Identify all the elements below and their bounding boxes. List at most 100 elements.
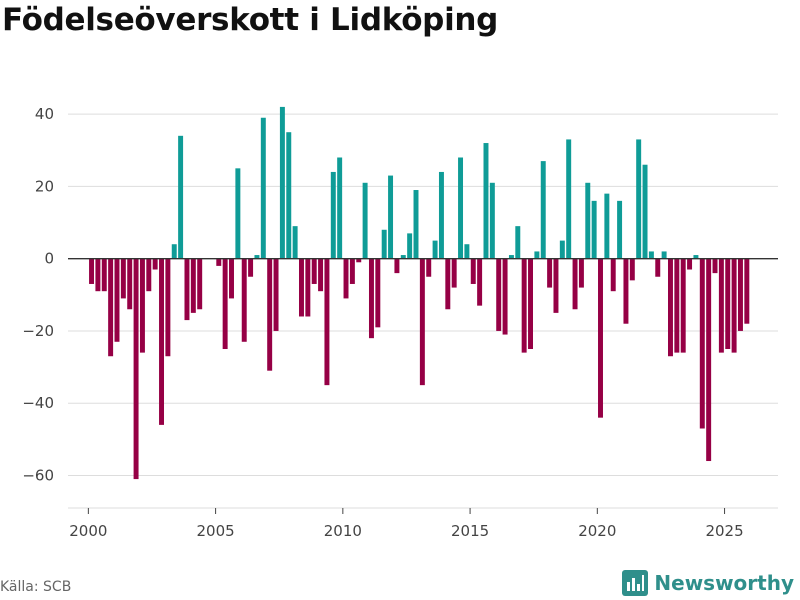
bar — [617, 200, 623, 259]
bar — [152, 258, 158, 270]
bar — [388, 175, 394, 259]
bar — [744, 258, 750, 324]
bar — [432, 240, 438, 259]
bar — [254, 255, 260, 259]
bars — [89, 106, 750, 480]
bar — [578, 258, 584, 288]
bar — [324, 258, 330, 386]
y-tick-label: −20 — [22, 322, 54, 340]
bar — [343, 258, 349, 299]
bar — [286, 132, 292, 259]
bar — [273, 258, 279, 331]
bar — [235, 168, 241, 259]
bar — [89, 258, 95, 284]
bar — [591, 200, 597, 259]
bar — [585, 182, 591, 259]
bar — [407, 233, 413, 259]
bar — [248, 258, 254, 277]
source-note: Källa: SCB — [0, 579, 72, 595]
bar — [566, 139, 572, 259]
bar — [381, 229, 387, 259]
bar — [458, 157, 464, 259]
x-tick-label: 2000 — [69, 522, 107, 540]
bar — [127, 258, 133, 310]
bar — [623, 258, 629, 324]
bar — [489, 182, 495, 259]
bar — [699, 258, 705, 429]
bar — [222, 258, 228, 350]
bar — [464, 244, 470, 259]
y-tick-label: 0 — [44, 250, 54, 268]
x-tick-label: 2005 — [197, 522, 235, 540]
bar — [731, 258, 737, 353]
bar — [305, 258, 311, 317]
bar — [362, 182, 368, 259]
bar — [648, 251, 654, 259]
y-tick-label: 40 — [35, 105, 54, 123]
bar — [394, 258, 400, 274]
x-tick-label: 2015 — [451, 522, 489, 540]
bar — [229, 258, 234, 299]
bar — [534, 251, 540, 259]
bar — [693, 255, 699, 259]
bar — [521, 258, 527, 353]
bar — [718, 258, 724, 353]
bar — [178, 135, 184, 259]
bar — [413, 190, 419, 259]
bar — [368, 258, 374, 339]
y-tick-label: −60 — [22, 466, 54, 484]
bar — [95, 258, 101, 292]
bar — [604, 193, 610, 259]
bar — [165, 258, 171, 357]
newsworthy-logo-icon — [622, 570, 649, 596]
bar — [190, 258, 196, 313]
y-tick-label: 20 — [35, 177, 54, 195]
bar — [120, 258, 126, 299]
bar — [375, 258, 381, 328]
bar — [515, 226, 521, 259]
bar — [139, 258, 145, 353]
bar — [438, 171, 444, 259]
bar — [687, 258, 693, 270]
bar — [712, 258, 718, 274]
bar — [349, 258, 355, 284]
bar — [674, 258, 680, 353]
chart-title: Födelseöverskott i Lidköping — [2, 2, 499, 38]
bar — [540, 161, 546, 259]
bar — [197, 258, 203, 310]
bar — [636, 139, 642, 259]
bar — [279, 106, 285, 259]
bar — [598, 258, 603, 418]
bar — [216, 258, 222, 266]
brand-logo[interactable]: Newsworthy — [622, 570, 794, 596]
bar — [445, 258, 451, 310]
bar — [680, 258, 686, 353]
bar — [508, 255, 514, 259]
bar — [502, 258, 508, 335]
bar — [159, 258, 165, 425]
axes: −60 −40 −20 0 20 40 2000 2005 2010 2015 2020 2025 — [22, 105, 778, 540]
bar — [419, 258, 425, 386]
bar — [400, 255, 406, 259]
bar — [146, 258, 152, 292]
bar — [241, 258, 247, 342]
bar — [292, 226, 298, 259]
bar — [311, 258, 317, 284]
bar — [267, 258, 273, 371]
bar — [451, 258, 457, 288]
bar — [553, 258, 559, 313]
bar — [171, 244, 177, 259]
bar — [101, 258, 107, 292]
bar — [477, 258, 483, 306]
bar — [610, 258, 616, 292]
x-tick-label: 2025 — [705, 522, 743, 540]
bar — [184, 258, 190, 321]
bar — [108, 258, 114, 357]
x-tick-label: 2020 — [578, 522, 616, 540]
bar — [496, 258, 502, 331]
bar — [706, 258, 712, 462]
bar — [668, 258, 673, 357]
brand-name: Newsworthy — [654, 571, 794, 595]
bar — [337, 157, 343, 259]
